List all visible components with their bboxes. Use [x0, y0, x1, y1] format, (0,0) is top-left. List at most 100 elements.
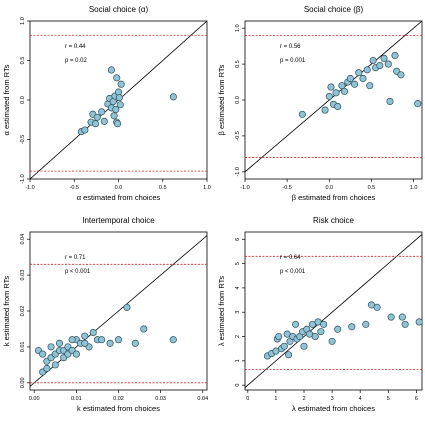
data-point: [348, 323, 356, 331]
data-point: [415, 318, 422, 326]
y-tick-label: -1.0: [235, 167, 241, 176]
y-tick-label: 0.02: [20, 306, 26, 317]
x-tick-label: -0.5: [70, 185, 79, 191]
x-tick-label: 0.0: [325, 185, 333, 191]
data-point: [340, 87, 349, 95]
chart-panel-4: Risk choice λ estimated from choices λ est…: [217, 216, 423, 413]
data-point: [116, 101, 124, 109]
stat-annotation: r = 0.56: [280, 44, 301, 50]
data-point: [113, 74, 121, 82]
data-point: [81, 339, 89, 347]
y-tick-label: 1.0: [235, 24, 241, 32]
chart-panel-2: Social choice (β) β estimated from choice…: [217, 5, 423, 202]
data-point: [43, 364, 51, 373]
chart-title: Risk choice: [313, 216, 354, 225]
stat-annotation: p = 0.02: [65, 58, 88, 64]
x-tick-label: 0.02: [113, 396, 124, 402]
data-point: [284, 351, 293, 359]
identity-line: [245, 21, 422, 173]
y-tick-label: -1.0: [20, 174, 26, 183]
data-point: [47, 343, 55, 351]
data-point: [81, 126, 89, 134]
y-tick-label: 0.0: [20, 96, 26, 104]
data-point: [380, 54, 388, 62]
y-tick-label: 0: [235, 384, 241, 387]
stat-annotation: r = 0.71: [65, 255, 86, 261]
x-axis-label: α estimated from choices: [77, 193, 161, 202]
plot-frame: [244, 231, 423, 391]
data-point: [98, 336, 106, 344]
data-point: [300, 342, 308, 350]
data-point: [72, 350, 80, 358]
x-tick-label: 4: [359, 396, 362, 402]
data-point: [387, 313, 395, 321]
y-axis-label: α estimated from RTs: [2, 64, 11, 135]
data-point: [359, 74, 367, 83]
data-point: [115, 94, 123, 102]
data-point: [338, 82, 346, 90]
x-tick-label: 0.0: [115, 185, 123, 191]
data-point: [112, 105, 120, 114]
y-axis-label: β estimated from RTs: [217, 64, 226, 135]
data-point: [398, 313, 406, 321]
data-point: [376, 61, 384, 70]
data-point: [334, 325, 342, 333]
data-point: [106, 339, 114, 347]
stat-annotation: p < 0.001: [65, 269, 91, 275]
x-tick-label: 2: [302, 396, 305, 402]
chart-title: Social choice (α): [89, 5, 149, 14]
x-tick-label: 0.03: [155, 396, 166, 402]
data-point: [292, 320, 300, 328]
y-tick-label: 3: [235, 311, 241, 314]
stat-annotation: r = 0.64: [280, 255, 301, 261]
x-tick-label: 1.0: [410, 185, 418, 191]
x-tick-label: -1.0: [240, 185, 249, 191]
y-tick-label: 0.00: [20, 377, 26, 388]
plot-area: [30, 235, 207, 387]
chart-title: Intertemporal choice: [82, 216, 155, 225]
stat-annotation: p = 0.001: [280, 58, 306, 64]
y-tick-label: 0.04: [20, 234, 26, 245]
x-tick-label: 0.00: [29, 396, 40, 402]
data-point: [366, 82, 374, 90]
x-axis-label: λ estimated from choices: [292, 404, 375, 413]
stat-annotation: r = 0.44: [65, 44, 86, 50]
x-axis-label: β estimated from choices: [292, 193, 376, 202]
data-point: [280, 342, 288, 350]
chart-panel-1: Social choice (α) α estimated from choice…: [2, 5, 211, 202]
y-tick-label: 5: [235, 262, 241, 265]
x-tick-label: 1: [274, 396, 277, 402]
data-point: [414, 100, 422, 108]
data-point: [317, 328, 325, 336]
data-point: [123, 303, 131, 311]
x-tick-label: 5: [387, 396, 390, 402]
data-point: [363, 66, 371, 74]
identity-line: [245, 233, 422, 389]
x-tick-label: -0.5: [282, 185, 291, 191]
y-tick-label: -0.5: [20, 135, 26, 144]
y-tick-label: 0.01: [20, 342, 26, 353]
data-point: [328, 337, 336, 345]
data-point: [325, 92, 333, 100]
y-tick-label: 1.0: [20, 17, 26, 25]
plot-area: [245, 21, 422, 173]
data-point: [320, 320, 328, 328]
data-point: [384, 60, 392, 68]
data-point: [321, 106, 329, 114]
data-point: [91, 120, 100, 128]
y-tick-label: -0.5: [235, 131, 241, 140]
data-point: [346, 74, 354, 83]
data-point: [169, 93, 177, 101]
x-tick-label: -1.0: [25, 185, 34, 191]
data-point: [100, 117, 108, 125]
x-tick-label: 0.5: [368, 185, 376, 191]
data-point: [93, 113, 101, 121]
data-point: [311, 332, 319, 341]
data-point: [114, 120, 122, 128]
data-point: [117, 80, 125, 88]
data-point: [169, 336, 177, 344]
y-tick-label: 0.0: [235, 96, 241, 104]
y-tick-label: 0.5: [20, 57, 26, 65]
data-point: [373, 303, 381, 311]
